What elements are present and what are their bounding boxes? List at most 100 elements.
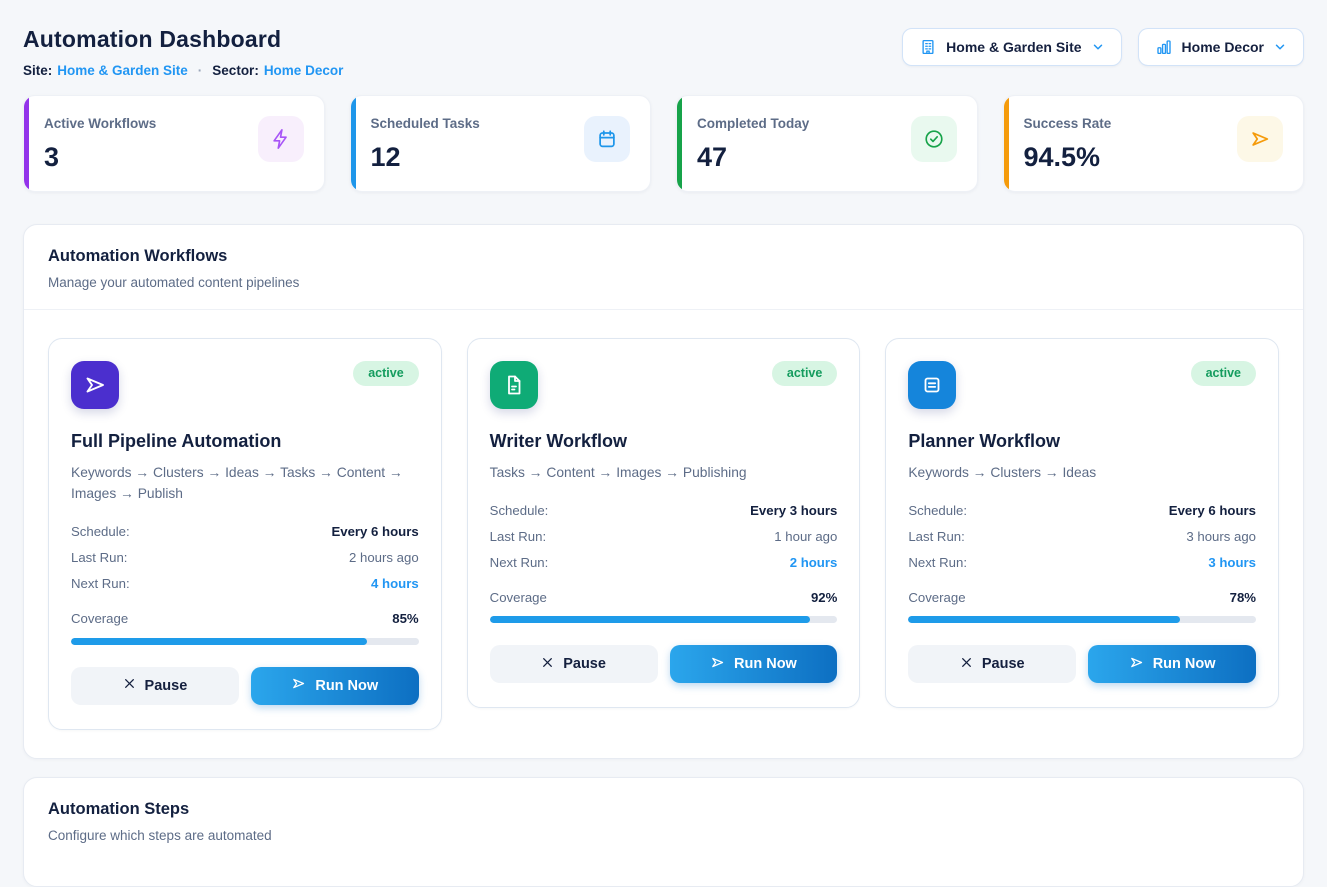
coverage-value: 92% <box>810 589 838 605</box>
stats-row: Active Workflows 3 Scheduled Tasks 12 <box>23 95 1304 192</box>
header-selectors: Home & Garden Site Home Decor <box>902 28 1304 66</box>
chevron-down-icon <box>1273 40 1287 54</box>
schedule-row: Schedule: Every 6 hours <box>908 502 1257 518</box>
send-icon <box>710 655 725 674</box>
pause-button[interactable]: Pause <box>908 645 1077 684</box>
sector-link[interactable]: Home Decor <box>263 63 344 78</box>
workflow-title: Writer Workflow <box>489 431 628 451</box>
check-circle-icon <box>910 116 957 162</box>
coverage-value: 78% <box>1229 589 1257 605</box>
workflows-subtitle: Manage your automated content pipelines <box>48 275 300 290</box>
stat-card-success-rate: Success Rate 94.5% <box>1002 95 1304 192</box>
send-icon <box>1129 655 1144 674</box>
stat-card-scheduled-tasks: Scheduled Tasks 12 <box>349 95 651 192</box>
site-link[interactable]: Home & Garden Site <box>57 63 188 78</box>
pause-button[interactable]: Pause <box>71 666 239 705</box>
sector-label: Sector: <box>212 63 259 78</box>
coverage-block: Coverage 85% <box>71 606 419 645</box>
meta-separator: · <box>197 63 203 78</box>
schedule-value: Every 6 hours <box>331 524 419 540</box>
workflow-card-full-pipeline: active Full Pipeline Automation Keywords… <box>48 338 442 730</box>
stat-accent <box>677 96 682 191</box>
workflow-title: Full Pipeline Automation <box>71 431 282 451</box>
steps-title: Automation Steps <box>48 799 190 818</box>
run-now-button[interactable]: Run Now <box>669 645 838 684</box>
status-badge: active <box>771 361 838 386</box>
stat-accent <box>1003 96 1009 191</box>
chevron-down-icon <box>1091 40 1105 54</box>
coverage-progress-fill <box>489 616 810 624</box>
coverage-progress-fill <box>908 616 1180 624</box>
sector-selector-dropdown[interactable]: Home Decor <box>1137 28 1304 66</box>
list-icon <box>908 361 957 409</box>
last-run-row: Last Run: 2 hours ago <box>71 550 419 566</box>
page-header: Automation Dashboard Site: Home & Garden… <box>23 22 1304 78</box>
schedule-row: Schedule: Every 6 hours <box>71 524 419 540</box>
steps-panel-header: Automation Steps Configure which steps a… <box>24 778 1303 862</box>
stat-accent <box>350 96 356 191</box>
workflows-panel-header: Automation Workflows Manage your automat… <box>24 225 1303 310</box>
last-run-value: 3 hours ago <box>1186 528 1257 544</box>
steps-subtitle: Configure which steps are automated <box>48 827 272 843</box>
breadcrumb: Site: Home & Garden Site · Sector: Home … <box>23 63 343 78</box>
workflow-description: Keywords → Clusters → Ideas → Tasks → Co… <box>71 465 403 502</box>
sector-selector-value: Home Decor <box>1181 39 1264 55</box>
coverage-block: Coverage 78% <box>908 584 1257 624</box>
x-icon <box>960 656 973 673</box>
send-icon <box>291 676 306 695</box>
building-icon <box>919 38 937 56</box>
calendar-icon <box>584 116 630 162</box>
run-now-button[interactable]: Run Now <box>1088 645 1257 684</box>
document-icon <box>489 361 538 409</box>
stat-card-completed-today: Completed Today 47 <box>676 95 978 192</box>
header-left: Automation Dashboard Site: Home & Garden… <box>23 22 343 78</box>
workflows-grid: active Full Pipeline Automation Keywords… <box>24 310 1303 758</box>
site-selector-dropdown[interactable]: Home & Garden Site <box>902 28 1122 66</box>
schedule-row: Schedule: Every 3 hours <box>489 502 838 518</box>
last-run-row: Last Run: 3 hours ago <box>908 528 1257 544</box>
stat-label: Completed Today <box>697 116 810 131</box>
stat-value: 3 <box>44 142 60 172</box>
schedule-value: Every 3 hours <box>750 502 838 518</box>
workflow-description: Tasks → Content → Images → Publishing <box>489 465 747 480</box>
coverage-block: Coverage 92% <box>489 584 838 624</box>
coverage-progressbar <box>908 616 1257 624</box>
stat-label: Active Workflows <box>44 116 157 131</box>
send-icon <box>1237 116 1283 162</box>
stat-label: Scheduled Tasks <box>370 116 480 131</box>
last-run-row: Last Run: 1 hour ago <box>489 528 838 544</box>
next-run-value: 3 hours <box>1208 554 1257 570</box>
schedule-value: Every 6 hours <box>1168 502 1257 518</box>
x-icon <box>541 656 554 673</box>
status-badge: active <box>1190 361 1257 386</box>
bar-chart-icon <box>1155 38 1173 56</box>
stat-accent <box>24 96 29 191</box>
workflow-title: Planner Workflow <box>908 431 1061 451</box>
automation-steps-panel: Automation Steps Configure which steps a… <box>23 776 1304 887</box>
coverage-progressbar <box>71 637 419 645</box>
stat-value: 47 <box>697 142 728 172</box>
coverage-progress-fill <box>71 637 367 645</box>
workflows-panel: Automation Workflows Manage your automat… <box>23 224 1304 759</box>
workflow-card-writer: active Writer Workflow Tasks → Content →… <box>466 338 861 709</box>
next-run-value: 2 hours <box>789 554 838 570</box>
workflow-card-planner: active Planner Workflow Keywords → Clust… <box>885 338 1280 709</box>
next-run-row: Next Run: 3 hours <box>908 554 1257 570</box>
send-icon <box>71 361 119 409</box>
site-selector-value: Home & Garden Site <box>946 39 1082 55</box>
workflow-description: Keywords → Clusters → Ideas <box>908 465 1097 480</box>
site-label: Site: <box>23 63 53 78</box>
next-run-row: Next Run: 2 hours <box>489 554 838 570</box>
stat-value: 12 <box>370 142 401 172</box>
lightning-icon <box>257 116 304 162</box>
page-title: Automation Dashboard <box>23 26 282 52</box>
x-icon <box>123 677 136 694</box>
stat-label: Success Rate <box>1023 116 1112 131</box>
pause-button[interactable]: Pause <box>489 645 658 684</box>
coverage-value: 85% <box>392 611 419 627</box>
stat-value: 94.5% <box>1023 142 1101 172</box>
run-now-button[interactable]: Run Now <box>250 666 419 705</box>
stat-card-active-workflows: Active Workflows 3 <box>23 95 325 192</box>
workflows-title: Automation Workflows <box>48 247 228 265</box>
